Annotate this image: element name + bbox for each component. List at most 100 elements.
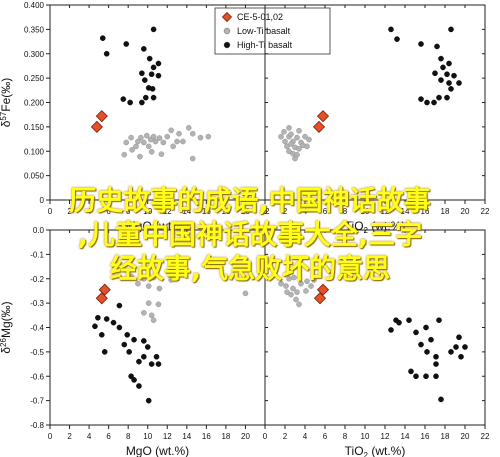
data-point-high-ti [433, 361, 439, 367]
data-point-low-ti [156, 285, 163, 292]
data-point-high-ti [99, 35, 106, 41]
data-point-high-ti [446, 80, 452, 86]
data-point-low-ti [282, 138, 288, 145]
data-point-low-ti [304, 143, 310, 150]
data-point-high-ti [456, 334, 462, 341]
data-point-low-ti [185, 125, 192, 131]
y-tick-label: 0 [40, 196, 45, 205]
x-tick-label: 8 [343, 432, 348, 441]
y-tick-label: 0.050 [24, 172, 45, 181]
x-tick-label: 4 [87, 432, 92, 441]
y-tick-label: 0.100 [24, 147, 45, 156]
data-point-low-ti [304, 278, 310, 284]
data-point-high-ti [148, 71, 155, 78]
y-tick-label: 0.150 [24, 123, 45, 132]
y-tick-label: 0.250 [24, 74, 45, 83]
y-tick-label: -0.1 [30, 250, 44, 259]
x-tick-label: 22 [481, 432, 490, 441]
x-tick-label: 0 [263, 432, 268, 441]
data-point-high-ti [433, 353, 439, 360]
data-point-high-ti [433, 373, 439, 380]
y-tick-label: 0.350 [24, 25, 45, 34]
data-point-high-ti [120, 96, 127, 102]
data-point-low-ti [296, 146, 302, 152]
data-point-high-ti [139, 99, 145, 106]
data-point-high-ti [127, 99, 133, 106]
data-point-ce5 [316, 110, 330, 123]
x-tick-label: 20 [241, 432, 250, 441]
data-point-high-ti [438, 396, 444, 403]
data-point-low-ti [168, 127, 174, 134]
x-tick-label: 18 [441, 207, 450, 216]
x-tick-label: 6 [323, 432, 328, 441]
y-tick-label: 0.0 [33, 226, 45, 235]
x-tick-label: 20 [461, 207, 470, 216]
data-point-high-ti [123, 41, 130, 47]
data-point-high-ti [451, 72, 457, 79]
data-point-high-ti [153, 353, 160, 360]
data-point-high-ti [393, 317, 399, 323]
panel-bottom-right: 0 2 4 6 8 10 12 14 16 18 20 22 TiO2 (wt.%) [263, 229, 490, 457]
data-point-high-ti [131, 336, 137, 343]
data-point-high-ti [116, 324, 123, 331]
x-tick-label: 16 [202, 432, 211, 441]
y-axis-label: δ26Mg(‰) [0, 301, 13, 353]
data-point-low-ti [303, 288, 309, 294]
x-tick-label: 16 [202, 207, 211, 216]
data-point-high-ti [448, 86, 454, 92]
x-tick-label: 2 [283, 432, 288, 441]
data-point-low-ti [296, 127, 302, 134]
data-point-low-ti [160, 139, 167, 146]
data-point-low-ti [164, 133, 171, 140]
data-point-low-ti [150, 274, 157, 281]
overlay-line-2: ,儿童中国神话故事大全,三字 [77, 220, 423, 251]
data-point-low-ti [141, 275, 147, 282]
x-tick-label: 2 [67, 432, 72, 441]
data-point-high-ti [448, 349, 454, 355]
data-point-high-ti [92, 323, 98, 330]
data-point-low-ti [158, 151, 165, 157]
data-point-high-ti [440, 64, 446, 71]
x-tick-label: 6 [323, 207, 328, 216]
data-point-high-ti [458, 353, 464, 360]
data-point-low-ti [311, 277, 317, 283]
x-tick-label: 18 [441, 432, 450, 441]
x-tick-label: 6 [106, 432, 111, 441]
x-tick-label: 22 [261, 207, 270, 216]
y-tick-label: -0.7 [30, 397, 44, 406]
data-point-low-ti [152, 138, 159, 145]
data-point-high-ti [456, 80, 462, 86]
data-point-high-ti [388, 26, 394, 33]
data-point-low-ti [281, 128, 287, 135]
data-point-high-ti [428, 336, 434, 343]
x-tick-label: 10 [143, 432, 152, 441]
x-tick-label: 14 [182, 207, 191, 216]
panel-bottom-left: 0 2 4 6 8 10 12 14 16 18 20 -0.8 -0.7 -0.6 -0.5 -0.4 -0.… [0, 226, 266, 457]
y-tick-label: -0.2 [30, 275, 44, 284]
y-tick-label: 0.300 [24, 50, 45, 59]
data-point-high-ti [150, 26, 157, 33]
data-point-low-ti [121, 151, 128, 158]
data-point-high-ti [103, 50, 110, 57]
x-tick-label: 0 [263, 207, 268, 216]
data-point-high-ti [142, 94, 149, 101]
x-tick-label: 16 [421, 432, 430, 441]
data-point-high-ti [453, 344, 459, 350]
data-point-low-ti [145, 143, 152, 150]
data-point-low-ti [197, 134, 204, 141]
data-point-low-ti [284, 143, 290, 150]
data-point-high-ti [438, 77, 444, 83]
data-point-high-ti [423, 324, 429, 331]
data-point-low-ti [290, 285, 296, 292]
x-tick-label: 18 [221, 432, 230, 441]
data-point-high-ti [462, 344, 468, 350]
data-point-high-ti [155, 361, 162, 367]
y-axis-label: δ57Fe(‰) [0, 78, 13, 128]
legend-marker-low-ti [223, 27, 231, 35]
overlay-line-3: 经故事,气急败坏的意思 [109, 254, 391, 285]
data-point-high-ti [408, 368, 414, 375]
data-point-high-ti [436, 94, 442, 101]
data-point-low-ti [291, 274, 297, 281]
data-point-low-ti [288, 291, 294, 298]
